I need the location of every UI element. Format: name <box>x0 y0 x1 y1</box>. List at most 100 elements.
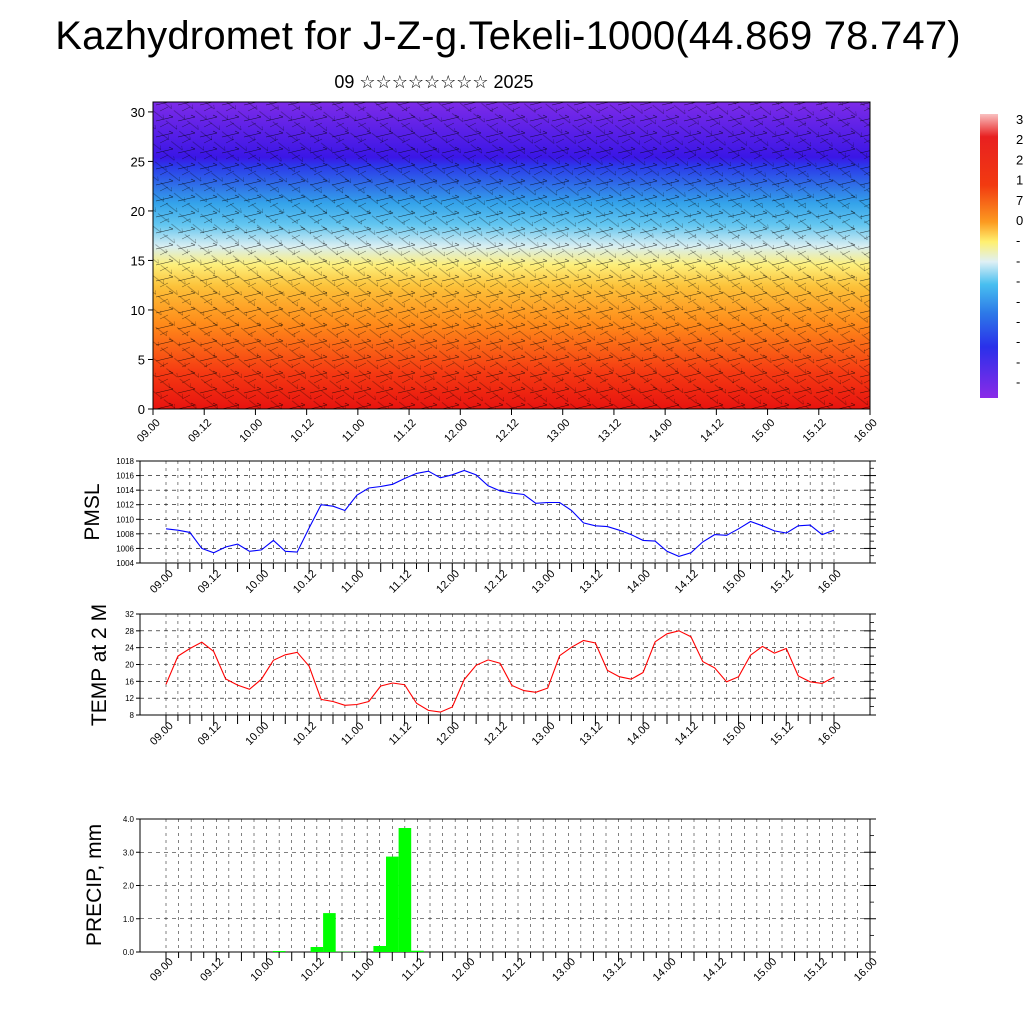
colorbar-label: - <box>1016 253 1020 268</box>
y-tick-label: 30 <box>131 105 145 120</box>
x-tick-label: 16.00 <box>816 720 844 748</box>
x-tick-label: 12.00 <box>434 720 462 748</box>
x-tick-label: 09.12 <box>196 720 224 748</box>
x-tick-label: 12.12 <box>500 956 528 984</box>
precip-bars <box>272 828 424 952</box>
colorbar-label: - <box>1016 354 1020 369</box>
x-tick-label: 14.00 <box>625 568 653 596</box>
precip-grid <box>140 819 871 952</box>
x-tick-label: 11.00 <box>349 956 376 983</box>
x-tick-label: 12.12 <box>482 568 510 596</box>
y-tick-label: 0 <box>138 402 145 417</box>
x-tick-label: 11.12 <box>391 417 418 444</box>
x-tick-label: 15.12 <box>802 956 830 984</box>
y-tick-label: 12 <box>125 694 134 703</box>
precip-y-label: PRECIP, mm <box>83 824 106 946</box>
x-tick-label: 11.00 <box>340 417 367 444</box>
colorbar-label: 2 <box>1016 152 1023 167</box>
y-tick-label: 1008 <box>116 530 134 539</box>
y-tick-label: 24 <box>125 644 134 653</box>
x-tick-label: 14.12 <box>698 417 726 445</box>
x-tick-label: 13.00 <box>545 417 573 445</box>
x-tick-label: 12.00 <box>442 417 470 445</box>
x-tick-label: 10.00 <box>243 720 271 748</box>
colorbar-label: - <box>1016 314 1020 329</box>
cross-section-y-axis: 0 5 10 15 20 25 30 <box>131 105 153 417</box>
x-tick-label: 12.12 <box>482 720 510 748</box>
cross-section-x-axis: 09.00 09.12 10.00 10.12 11.00 11.12 12.00 12.12… <box>135 409 880 445</box>
pmsl-axes: 1004 1006 1008 1010 1012 1014 1016 1018 09.00 09.… <box>116 457 876 596</box>
x-tick-label: 10.00 <box>237 417 265 445</box>
x-tick-label: 15.00 <box>720 720 748 748</box>
colorbar-label: - <box>1016 233 1020 248</box>
x-tick-label: 14.00 <box>647 417 675 445</box>
x-tick-label: 15.00 <box>749 417 777 445</box>
pmsl-y-label: PMSL <box>81 483 104 540</box>
x-tick-label: 13.12 <box>577 720 605 748</box>
x-tick-label: 13.00 <box>530 720 558 748</box>
pmsl-grid <box>140 461 870 563</box>
x-tick-label: 10.00 <box>248 956 276 984</box>
x-tick-label: 16.00 <box>816 568 844 596</box>
x-tick-label: 09.12 <box>196 568 224 596</box>
y-tick-label: 1016 <box>116 472 134 481</box>
wind-vectors-layer-2 <box>153 102 870 409</box>
x-tick-label: 09.12 <box>198 956 226 984</box>
precip-frame <box>139 818 871 953</box>
x-tick-label: 12.00 <box>434 568 462 596</box>
colorbar-label: 3 <box>1016 112 1023 127</box>
x-tick-label: 13.00 <box>530 568 558 596</box>
colorbar-label: - <box>1016 294 1020 309</box>
y-tick-label: 20 <box>125 661 134 670</box>
x-tick-label: 14.12 <box>673 568 701 596</box>
colorbar <box>980 114 998 398</box>
temp-y-label: TEMP at 2 M <box>88 604 111 726</box>
chart-subtitle: 09 ☆☆☆☆☆☆☆☆ 2025 <box>334 72 534 92</box>
temp-grid <box>140 614 870 715</box>
colorbar-label: 1 <box>1016 173 1023 188</box>
y-tick-label: 1.0 <box>123 915 135 924</box>
x-tick-label: 16.00 <box>852 417 880 445</box>
x-tick-label: 10.12 <box>299 956 327 984</box>
x-tick-label: 13.12 <box>600 956 628 984</box>
y-tick-label: 25 <box>131 154 145 169</box>
x-tick-label: 15.12 <box>801 417 829 445</box>
precip-bar <box>411 950 424 952</box>
x-tick-label: 09.00 <box>148 720 176 748</box>
x-tick-label: 09.12 <box>186 417 214 445</box>
x-tick-label: 12.12 <box>493 417 521 445</box>
x-tick-label: 09.00 <box>135 417 163 445</box>
precip-bar <box>310 947 324 952</box>
y-tick-label: 32 <box>125 610 134 619</box>
colorbar-label: - <box>1016 334 1020 349</box>
colorbar-labels: 3 2 2 1 7 0 - - - - - - - - <box>1016 112 1023 390</box>
y-tick-label: 4.0 <box>123 815 135 824</box>
x-tick-label: 14.00 <box>625 720 653 748</box>
chart-title: Kazhydromet for J-Z-g.Tekeli-1000(44.869… <box>55 14 961 58</box>
colorbar-label: - <box>1016 375 1020 390</box>
y-tick-label: 1014 <box>116 486 134 495</box>
colorbar-label: 7 <box>1016 193 1023 208</box>
x-tick-label: 12.00 <box>450 956 478 984</box>
x-tick-label: 14.00 <box>651 956 679 984</box>
colorbar-label: - <box>1016 274 1020 289</box>
temp-panel: 8 12 16 20 24 28 32 09.00 09.12 10.00 10.12 11.00 11… <box>88 604 876 748</box>
precip-panel: 0.0 1.0 2.0 3.0 4.0 09.00 09.12 10.00 10.12 11.00… <box>83 815 880 984</box>
x-tick-label: 13.12 <box>596 417 624 445</box>
y-tick-label: 3.0 <box>123 848 135 857</box>
x-tick-label: 13.00 <box>550 956 578 984</box>
x-tick-label: 15.00 <box>720 568 748 596</box>
x-tick-label: 11.00 <box>339 568 366 595</box>
x-tick-label: 11.12 <box>400 956 427 983</box>
precip-bar <box>323 913 336 952</box>
x-tick-label: 15.12 <box>768 720 796 748</box>
x-tick-label: 16.00 <box>852 956 880 984</box>
x-tick-label: 15.00 <box>751 956 779 984</box>
y-tick-label: 1004 <box>116 559 134 568</box>
y-tick-label: 0.0 <box>123 948 135 957</box>
x-tick-label: 11.00 <box>339 720 366 747</box>
precip-axes: 0.0 1.0 2.0 3.0 4.0 09.00 09.12 10.00 10.12 11.00… <box>123 815 880 984</box>
precip-bar <box>398 828 412 952</box>
